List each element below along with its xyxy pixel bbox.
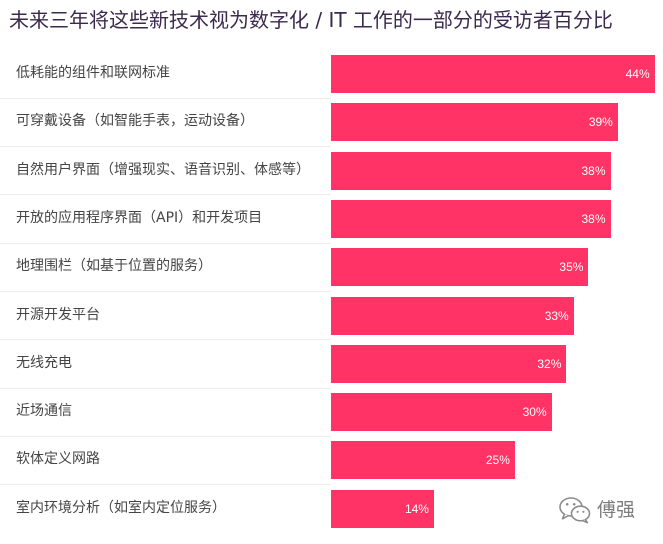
watermark-text: 傅强 <box>597 499 636 521</box>
bar: 30% <box>331 393 552 432</box>
bar: 25% <box>331 441 515 480</box>
bar-row: 可穿戴设备（如智能手表，运动设备） 39% <box>0 103 663 142</box>
bar-row: 无线充电 32% <box>0 344 663 383</box>
category-label: 无线充电 <box>16 354 72 371</box>
category-label: 开源开发平台 <box>16 306 100 323</box>
value-label: 32% <box>537 356 562 371</box>
value-label: 35% <box>559 260 584 275</box>
bar-row: 开源开发平台 33% <box>0 296 663 335</box>
wechat-icon <box>559 497 591 524</box>
category-label: 近场通信 <box>16 403 72 420</box>
value-label: 25% <box>485 453 510 468</box>
value-label: 30% <box>522 405 547 420</box>
category-label: 地理围栏（如基于位置的服务） <box>16 258 212 275</box>
bar: 44% <box>331 55 655 93</box>
bar-row: 自然用户界面（增强现实、语音识别、体感等） 38% <box>0 151 663 190</box>
bar: 35% <box>331 248 589 287</box>
value-label: 14% <box>404 501 429 516</box>
value-label: 38% <box>581 163 606 178</box>
category-label: 可穿戴设备（如智能手表，运动设备） <box>16 113 254 130</box>
row-divider <box>0 242 331 244</box>
bar: 38% <box>331 151 611 190</box>
row-divider <box>0 146 331 148</box>
bar: 33% <box>331 296 574 335</box>
value-label: 39% <box>588 115 613 130</box>
category-label: 软体定义网路 <box>16 451 100 468</box>
row-divider <box>0 194 331 196</box>
value-label: 33% <box>544 308 569 323</box>
value-label: 38% <box>581 211 606 226</box>
value-label: 44% <box>625 67 650 81</box>
row-divider <box>0 435 331 437</box>
bar-row: 低耗能的组件和联网标准 44% <box>0 55 663 93</box>
category-label: 室内环境分析（如室内定位服务） <box>16 499 226 516</box>
row-divider <box>0 387 331 389</box>
bar: 38% <box>331 199 611 238</box>
bar-row: 开放的应用程序界面（API）和开发项目 38% <box>0 199 663 238</box>
chart-title: 未来三年将这些新技术视为数字化 / IT 工作的一部分的受访者百分比 <box>9 8 613 32</box>
row-divider <box>0 339 331 341</box>
category-label: 开放的应用程序界面（API）和开发项目 <box>16 209 263 226</box>
bar-row: 近场通信 30% <box>0 393 663 432</box>
bar: 32% <box>331 344 567 383</box>
category-label: 自然用户界面（增强现实、语音识别、体感等） <box>16 161 310 178</box>
bar-row: 地理围栏（如基于位置的服务） 35% <box>0 248 663 287</box>
bar-row: 室内环境分析（如室内定位服务） 14% <box>0 489 663 528</box>
bar: 14% <box>331 489 434 528</box>
bar-row: 软体定义网路 25% <box>0 441 663 480</box>
row-divider <box>0 484 331 486</box>
watermark: 傅强 <box>559 495 655 525</box>
bar: 39% <box>331 103 618 142</box>
row-divider <box>0 291 331 292</box>
row-divider <box>0 97 331 99</box>
category-label: 低耗能的组件和联网标准 <box>16 65 170 81</box>
